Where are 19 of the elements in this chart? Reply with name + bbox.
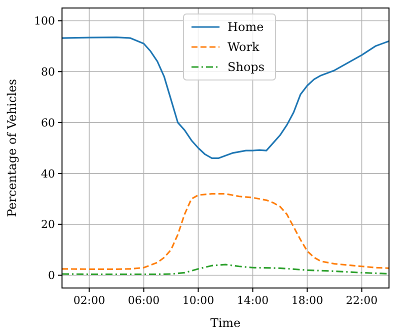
y-tick-label: 0 bbox=[48, 269, 55, 282]
y-tick-label: 40 bbox=[41, 167, 55, 180]
y-tick-label: 100 bbox=[34, 14, 55, 28]
y-tick-label: 80 bbox=[41, 65, 55, 78]
x-tick-label: 06:00 bbox=[128, 294, 160, 307]
x-tick-label: 10:00 bbox=[182, 294, 214, 307]
legend-label: Home bbox=[228, 20, 264, 34]
x-axis-title: Time bbox=[210, 316, 241, 330]
line-series bbox=[61, 36, 390, 159]
x-tick-label: 02:00 bbox=[73, 294, 106, 307]
legend-label: Shops bbox=[228, 60, 265, 74]
x-tick-label: 18:00 bbox=[291, 294, 324, 307]
x-tick-label: 22:00 bbox=[346, 294, 378, 307]
y-tick-label: 20 bbox=[41, 218, 55, 232]
y-tick-label: 60 bbox=[41, 116, 55, 130]
line-series bbox=[61, 193, 390, 270]
x-tick-label: 14:00 bbox=[236, 294, 269, 307]
y-axis-title: Percentage of Vehicles bbox=[5, 78, 19, 218]
legend-label: Work bbox=[228, 40, 260, 54]
